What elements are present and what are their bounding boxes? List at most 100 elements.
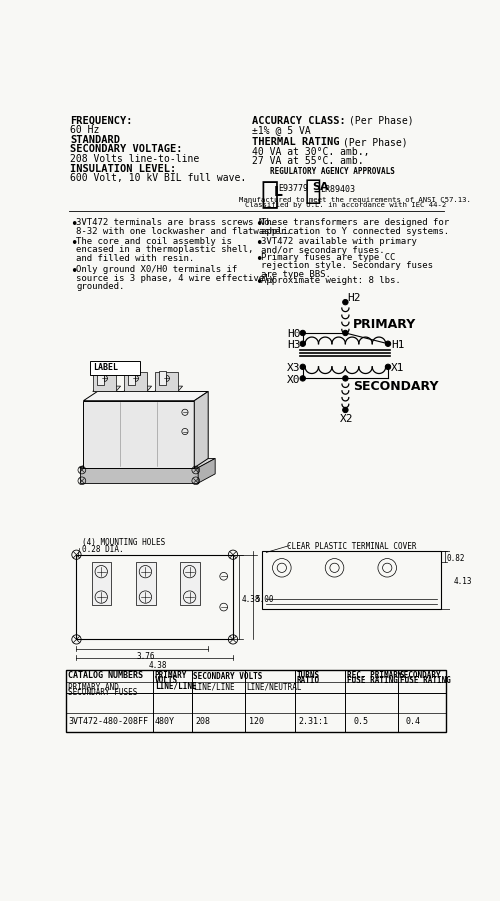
Bar xyxy=(76,555,233,640)
Text: 8-32 with one lockwasher and flatwasher.: 8-32 with one lockwasher and flatwasher. xyxy=(76,227,292,236)
Text: CLEAR PLASTIC TERMINAL COVER: CLEAR PLASTIC TERMINAL COVER xyxy=(287,542,417,551)
Polygon shape xyxy=(124,387,152,391)
Text: 600 Volt, 10 kV BIL full wave.: 600 Volt, 10 kV BIL full wave. xyxy=(70,173,246,183)
Text: RATIO: RATIO xyxy=(296,677,320,686)
Text: FREQUENCY:: FREQUENCY: xyxy=(70,116,133,126)
Text: STANDARD: STANDARD xyxy=(70,135,120,145)
Text: 4.38: 4.38 xyxy=(148,661,167,670)
Text: 208: 208 xyxy=(196,717,211,726)
Polygon shape xyxy=(154,387,182,391)
Text: H3: H3 xyxy=(287,340,301,350)
Circle shape xyxy=(300,331,306,336)
Bar xyxy=(66,670,446,732)
Text: SECONDARY FUSES: SECONDARY FUSES xyxy=(68,688,138,697)
Text: Primary fuses are type CC: Primary fuses are type CC xyxy=(261,253,396,262)
Text: X1: X1 xyxy=(391,363,404,373)
Text: S̲A: S̲A xyxy=(312,182,328,192)
Bar xyxy=(128,371,134,386)
Text: REC. PRIMARY: REC. PRIMARY xyxy=(347,671,403,680)
Text: 0.28 DIA.: 0.28 DIA. xyxy=(82,545,124,554)
Polygon shape xyxy=(84,401,194,468)
Bar xyxy=(98,371,103,386)
Circle shape xyxy=(386,341,390,347)
Text: 5.00: 5.00 xyxy=(256,595,274,604)
Text: INSULATION LEVEL:: INSULATION LEVEL: xyxy=(70,164,176,174)
Text: (Per Phase): (Per Phase) xyxy=(343,137,407,148)
Polygon shape xyxy=(80,468,198,483)
Text: X2: X2 xyxy=(340,414,353,423)
Text: •: • xyxy=(254,238,262,250)
Text: (Per Phase): (Per Phase) xyxy=(349,116,414,126)
Text: FUSE RATING: FUSE RATING xyxy=(400,677,450,686)
Text: 4.38: 4.38 xyxy=(242,595,260,604)
Text: 208 Volts line-to-line: 208 Volts line-to-line xyxy=(70,153,200,164)
Text: Manufactured to meet the requirements of ANSI C57.13.: Manufactured to meet the requirements of… xyxy=(239,196,471,203)
Text: TURNS: TURNS xyxy=(296,671,320,680)
Polygon shape xyxy=(194,391,208,468)
Text: SECONDARY VOLTAGE:: SECONDARY VOLTAGE: xyxy=(70,144,183,154)
Text: 3.76: 3.76 xyxy=(136,651,154,660)
Text: These transformers are designed for: These transformers are designed for xyxy=(261,218,449,227)
Text: 3VT472-480-208FF: 3VT472-480-208FF xyxy=(68,717,148,726)
Text: PRIMARY: PRIMARY xyxy=(353,317,416,331)
Polygon shape xyxy=(84,391,208,401)
Text: Only ground X0/H0 terminals if: Only ground X0/H0 terminals if xyxy=(76,265,237,274)
Text: •: • xyxy=(254,276,262,289)
Circle shape xyxy=(342,407,348,413)
Polygon shape xyxy=(80,459,215,468)
Text: LR89403: LR89403 xyxy=(320,185,356,194)
Text: 40 VA at 30°C. amb.,: 40 VA at 30°C. amb., xyxy=(252,147,369,157)
Text: 2.31:1: 2.31:1 xyxy=(299,717,329,726)
Text: Ⓡ: Ⓡ xyxy=(260,179,278,209)
Circle shape xyxy=(342,331,348,336)
Circle shape xyxy=(300,364,306,369)
Text: FUSE RATING: FUSE RATING xyxy=(347,677,398,686)
Circle shape xyxy=(300,376,306,381)
Bar xyxy=(154,372,178,391)
Text: ACCURACY CLASS:: ACCURACY CLASS: xyxy=(252,116,346,126)
Text: X3: X3 xyxy=(287,363,301,373)
Text: 0.4: 0.4 xyxy=(406,717,421,726)
Text: Classified by U.L. in accordance with IEC 44-2: Classified by U.L. in accordance with IE… xyxy=(244,202,446,208)
Bar xyxy=(262,551,440,608)
Text: H2: H2 xyxy=(348,293,361,303)
Text: THERMAL RATING: THERMAL RATING xyxy=(252,137,339,148)
Circle shape xyxy=(342,299,348,305)
Text: •: • xyxy=(254,218,262,232)
Text: PRIMARY AND: PRIMARY AND xyxy=(68,683,119,692)
Text: H1: H1 xyxy=(391,340,404,350)
Circle shape xyxy=(386,364,390,369)
Circle shape xyxy=(342,376,348,381)
Text: source is 3 phase, 4 wire effectively: source is 3 phase, 4 wire effectively xyxy=(76,274,276,283)
Polygon shape xyxy=(92,387,120,391)
Bar xyxy=(124,372,147,391)
Text: and/or secondary fuses.: and/or secondary fuses. xyxy=(261,246,384,255)
Text: The core and coil assembly is: The core and coil assembly is xyxy=(76,237,233,246)
Text: rejection style. Secondary fuses: rejection style. Secondary fuses xyxy=(261,261,433,270)
Bar xyxy=(90,360,140,375)
Circle shape xyxy=(300,341,306,347)
Text: LABEL: LABEL xyxy=(94,363,118,372)
Text: PRIMARY: PRIMARY xyxy=(154,671,187,680)
Text: SECONDARY: SECONDARY xyxy=(400,671,442,680)
Text: •: • xyxy=(70,237,78,250)
Bar xyxy=(180,562,200,605)
Text: application to Y connected systems.: application to Y connected systems. xyxy=(261,227,449,236)
Text: •: • xyxy=(254,253,262,266)
Text: VOLTS: VOLTS xyxy=(154,677,178,686)
Text: 120: 120 xyxy=(248,717,264,726)
Bar xyxy=(92,562,112,605)
Text: LINE/NEUTRAL: LINE/NEUTRAL xyxy=(246,683,302,692)
Text: •: • xyxy=(70,218,78,232)
Text: Ⓒ: Ⓒ xyxy=(305,177,322,205)
Text: E93779: E93779 xyxy=(278,185,308,194)
Text: SECONDARY: SECONDARY xyxy=(353,380,438,393)
Text: 60 Hz: 60 Hz xyxy=(70,125,100,135)
Text: encased in a thermoplastic shell,: encased in a thermoplastic shell, xyxy=(76,245,254,254)
Text: 0.5: 0.5 xyxy=(353,717,368,726)
Text: Approximate weight: 8 lbs.: Approximate weight: 8 lbs. xyxy=(261,276,400,285)
Text: X0: X0 xyxy=(287,375,301,385)
Text: 3VT472 available with primary: 3VT472 available with primary xyxy=(261,238,417,247)
Text: SECONDARY VOLTS: SECONDARY VOLTS xyxy=(194,672,263,681)
Text: 3VT472 terminals are brass screws No.: 3VT472 terminals are brass screws No. xyxy=(76,218,276,227)
